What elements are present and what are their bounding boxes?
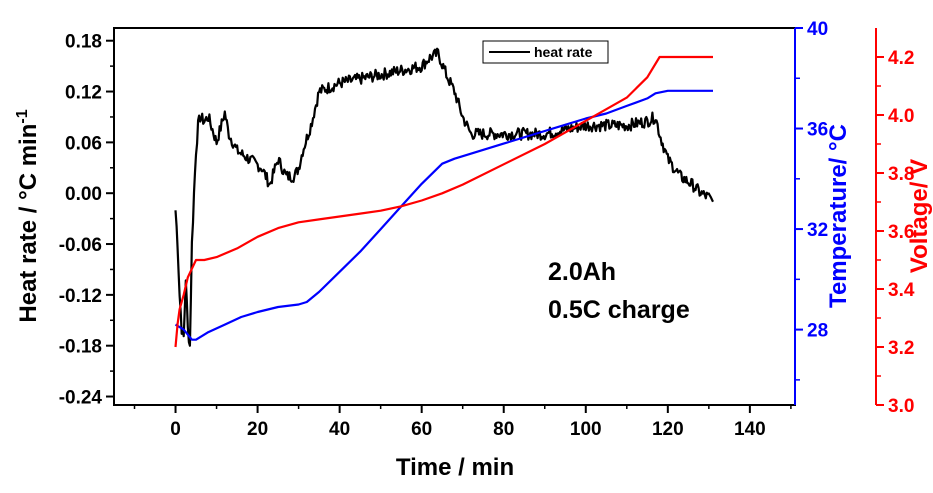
heat-rate-axis-title-main: Heat rate / °C min — [15, 124, 42, 323]
temperature-tick-label: 32 — [807, 220, 828, 241]
voltage-tick-label: 4.0 — [888, 106, 914, 127]
x-axis-title: Time / min — [396, 454, 514, 481]
series-heat-rate — [174, 47, 714, 347]
x-tick-label: 60 — [411, 419, 432, 440]
series-layer — [174, 47, 714, 348]
legend: heat rate — [482, 40, 609, 64]
heat-tick-label: 0.06 — [65, 133, 102, 154]
heat-rate-axis: 0.18 0.12 0.06 0.00 -0.06 -0.12 -0.18 -0.24 — [59, 32, 114, 409]
x-tick-label: 20 — [247, 419, 268, 440]
voltage-tick-label: 3.0 — [888, 396, 914, 417]
annotation-rate: 0.5C charge — [548, 296, 690, 324]
x-tick-label: 80 — [493, 419, 514, 440]
voltage-axis-title: Voltage/ V — [906, 159, 933, 273]
heat-tick-label: -0.12 — [59, 286, 102, 307]
temperature-axis-title: Temperature/ °C — [825, 124, 852, 308]
x-tick-label: 0 — [170, 419, 181, 440]
temperature-tick-label: 28 — [807, 321, 828, 342]
temperature-axis: 40 36 32 28 — [795, 19, 828, 381]
voltage-tick-label: 3.8 — [888, 164, 914, 185]
legend-box — [482, 40, 609, 64]
heat-tick-label: 0.12 — [65, 83, 102, 104]
x-tick-label: 140 — [734, 419, 766, 440]
series-voltage — [174, 55, 713, 348]
x-tick-label: 40 — [329, 419, 350, 440]
voltage-axis: 4.2 4.0 3.8 3.6 3.4 3.2 3.0 — [876, 48, 915, 417]
temperature-tick-label: 36 — [807, 120, 828, 141]
voltage-tick-label: 4.2 — [888, 48, 914, 69]
x-axis: 0 20 40 60 80 100 120 140 — [133, 405, 792, 440]
heat-tick-label: -0.06 — [59, 235, 102, 256]
voltage-tick-label: 3.4 — [888, 280, 915, 301]
annotation-capacity: 2.0Ah — [548, 258, 616, 286]
x-tick-label: 120 — [652, 419, 684, 440]
voltage-tick-label: 3.2 — [888, 338, 914, 359]
heat-tick-label: 0.00 — [65, 184, 102, 205]
heat-rate-axis-title: Heat rate / °C min-1 — [14, 109, 42, 322]
heat-rate-axis-title-sup: -1 — [14, 109, 31, 123]
x-tick-label: 100 — [570, 419, 602, 440]
plot-frame — [113, 27, 796, 406]
voltage-tick-label: 3.6 — [888, 222, 914, 243]
heat-tick-label: -0.24 — [59, 388, 103, 409]
heat-tick-label: -0.18 — [59, 337, 102, 358]
series-temperature — [174, 89, 713, 341]
heat-tick-label: 0.18 — [65, 32, 102, 53]
temperature-tick-label: 40 — [807, 19, 828, 40]
legend-label: heat rate — [534, 44, 593, 60]
